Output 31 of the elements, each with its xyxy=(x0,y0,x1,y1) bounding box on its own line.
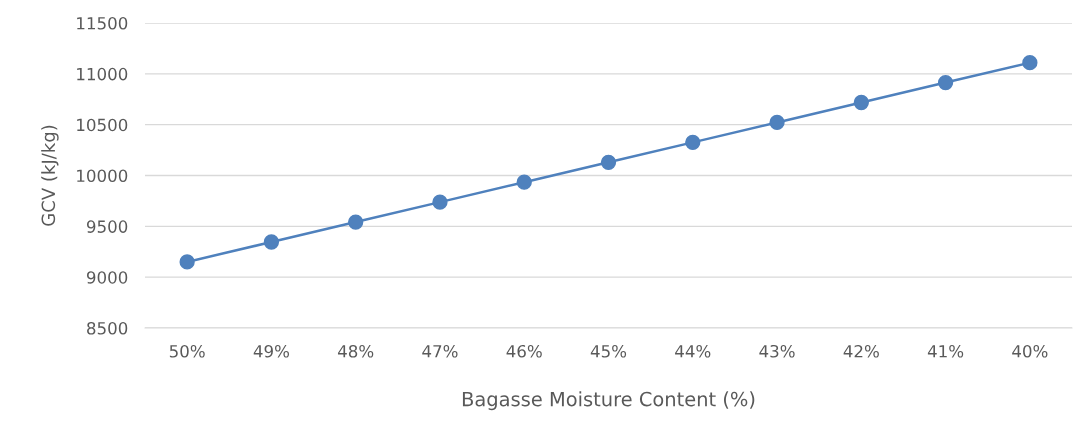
point xyxy=(263,234,280,250)
y-tick-label: 11500 xyxy=(77,16,128,30)
y-tick-label: 11000 xyxy=(77,67,128,81)
x-tick-label: 48% xyxy=(337,344,374,358)
point xyxy=(685,134,701,150)
x-tick-label: 43% xyxy=(759,344,795,358)
point xyxy=(937,74,954,91)
y-axis-title: GCV (kJ/kg) xyxy=(41,125,59,226)
x-tick-label: 50% xyxy=(169,344,205,358)
x-tick-label: 45% xyxy=(590,344,627,358)
x-tick-label: 41% xyxy=(927,344,964,358)
point xyxy=(853,94,869,111)
point xyxy=(348,214,364,230)
point xyxy=(432,194,448,210)
y-tick-label: 9500 xyxy=(86,220,128,233)
y-tick-label: 8500 xyxy=(87,321,128,335)
x-tick-label: 40% xyxy=(1012,344,1048,358)
point xyxy=(179,254,195,270)
point xyxy=(600,154,617,170)
point xyxy=(769,114,785,131)
y-tick-label: 9000 xyxy=(86,271,128,284)
x-tick-label: 44% xyxy=(675,344,711,358)
x-tick-label: 46% xyxy=(506,344,542,358)
x-tick-label: 42% xyxy=(843,344,879,358)
point xyxy=(516,174,532,190)
point xyxy=(1022,55,1038,71)
x-tick-label: 49% xyxy=(253,344,290,358)
x-axis-title: Bagasse Moisture Content (%) xyxy=(462,391,755,411)
y-tick-label: 10500 xyxy=(77,118,128,132)
x-tick-label: 47% xyxy=(422,344,458,358)
y-tick-label: 10000 xyxy=(77,169,128,183)
